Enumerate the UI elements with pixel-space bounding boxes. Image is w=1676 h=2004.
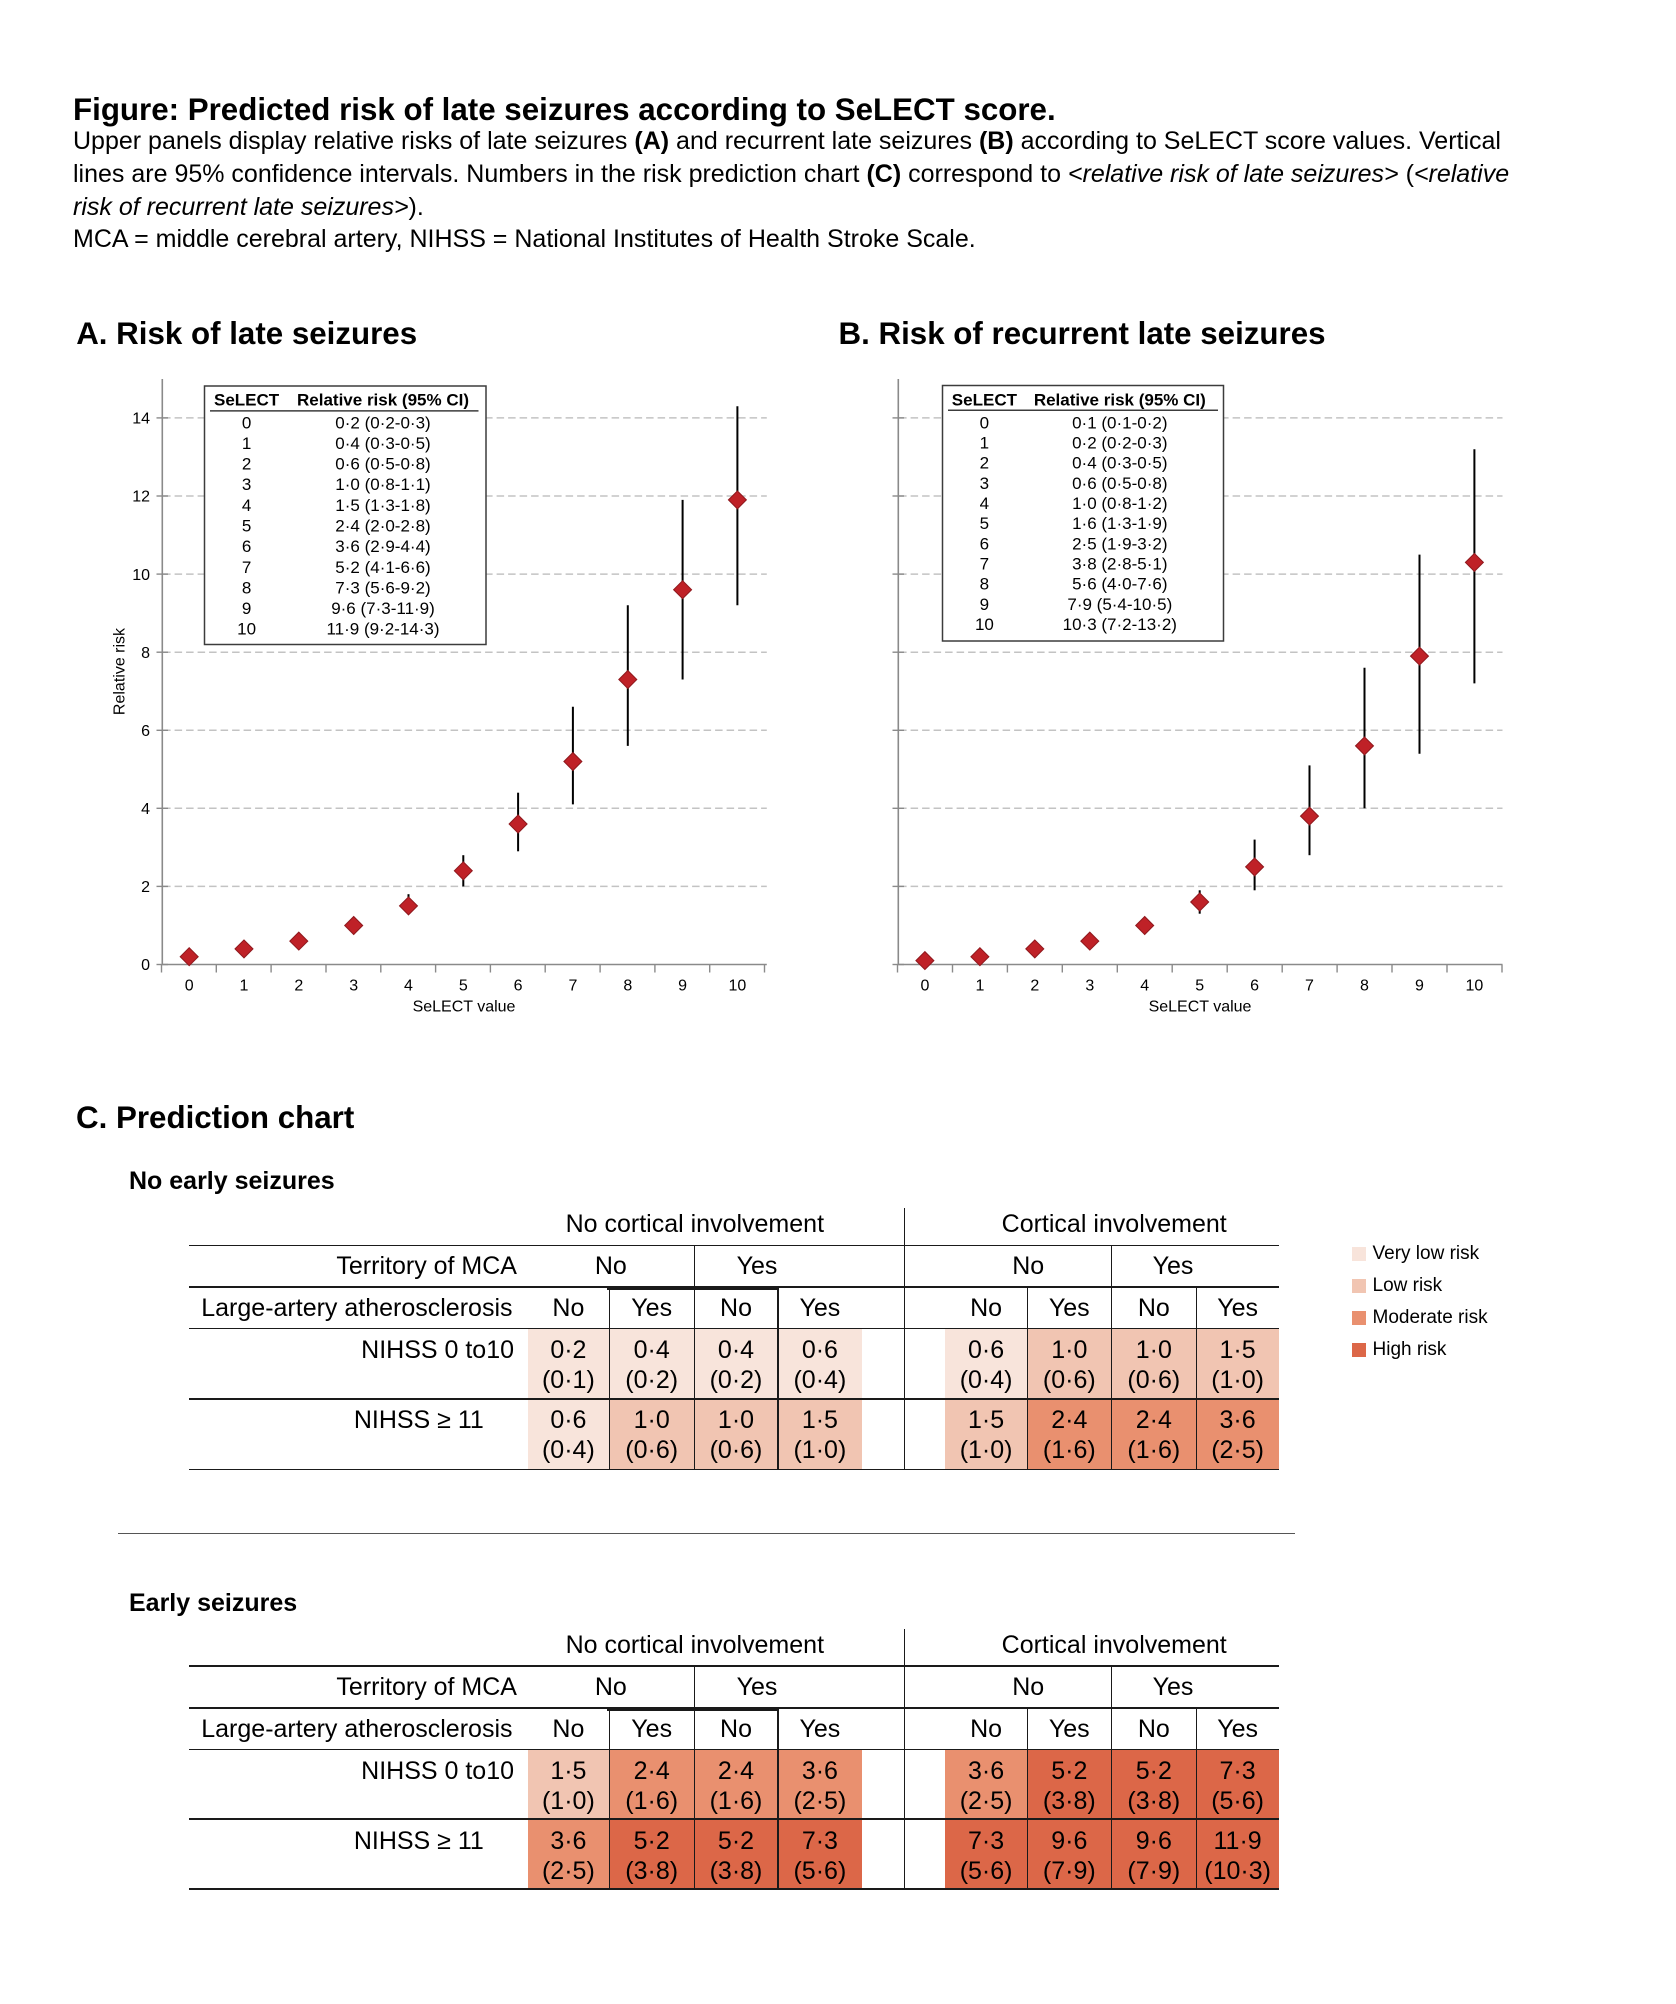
- svg-text:Relative risk: Relative risk: [111, 627, 128, 715]
- svg-text:1: 1: [242, 434, 251, 453]
- svg-text:1: 1: [980, 434, 989, 453]
- svg-text:9: 9: [242, 599, 251, 618]
- svg-text:0·2 (0·2-0·3): 0·2 (0·2-0·3): [335, 413, 430, 432]
- svg-text:3: 3: [1085, 978, 1094, 995]
- svg-text:10: 10: [975, 615, 994, 634]
- svg-text:5: 5: [1195, 978, 1204, 995]
- svg-text:1: 1: [975, 978, 984, 995]
- svg-text:1·0 (0·8-1·1): 1·0 (0·8-1·1): [335, 475, 430, 494]
- svg-text:6: 6: [242, 537, 251, 556]
- svg-text:Relative risk (95% CI): Relative risk (95% CI): [297, 390, 469, 409]
- svg-text:10: 10: [729, 978, 747, 995]
- svg-text:8: 8: [141, 645, 150, 662]
- svg-text:8: 8: [623, 978, 632, 995]
- svg-text:9: 9: [980, 595, 989, 614]
- svg-text:10·3 (7·2-13·2): 10·3 (7·2-13·2): [1063, 615, 1177, 634]
- svg-text:10: 10: [1466, 978, 1484, 995]
- svg-text:3: 3: [349, 978, 358, 995]
- svg-text:6: 6: [141, 723, 150, 740]
- svg-text:0: 0: [980, 413, 989, 432]
- svg-text:SeLECT value: SeLECT value: [413, 998, 516, 1015]
- svg-text:11·9 (9·2-14·3): 11·9 (9·2-14·3): [326, 620, 439, 639]
- svg-text:5·6 (4·0-7·6): 5·6 (4·0-7·6): [1072, 575, 1167, 594]
- svg-text:4: 4: [141, 801, 150, 818]
- svg-text:1·5 (1·3-1·8): 1·5 (1·3-1·8): [335, 496, 430, 515]
- svg-text:5: 5: [242, 517, 251, 536]
- svg-text:4: 4: [242, 496, 251, 515]
- svg-text:5: 5: [980, 514, 989, 533]
- svg-text:7: 7: [980, 554, 989, 573]
- svg-text:SeLECT: SeLECT: [952, 390, 1018, 409]
- svg-text:SeLECT value: SeLECT value: [1149, 998, 1252, 1015]
- svg-text:2·4 (2·0-2·8): 2·4 (2·0-2·8): [335, 517, 430, 536]
- svg-text:SeLECT: SeLECT: [214, 390, 280, 409]
- svg-text:9: 9: [678, 978, 687, 995]
- svg-text:4: 4: [404, 978, 413, 995]
- svg-text:0: 0: [185, 978, 194, 995]
- svg-text:4: 4: [1140, 978, 1149, 995]
- svg-text:6: 6: [1250, 978, 1259, 995]
- svg-text:4: 4: [980, 494, 989, 513]
- svg-text:5·2 (4·1-6·6): 5·2 (4·1-6·6): [335, 558, 430, 577]
- svg-text:7: 7: [242, 558, 251, 577]
- svg-text:0: 0: [242, 413, 251, 432]
- svg-text:2: 2: [980, 454, 989, 473]
- svg-text:0·6 (0·5-0·8): 0·6 (0·5-0·8): [335, 455, 430, 474]
- svg-text:0·4 (0·3-0·5): 0·4 (0·3-0·5): [335, 434, 430, 453]
- svg-text:6: 6: [980, 534, 989, 553]
- svg-text:0·4 (0·3-0·5): 0·4 (0·3-0·5): [1072, 454, 1167, 473]
- svg-text:0: 0: [920, 978, 929, 995]
- svg-text:3: 3: [980, 474, 989, 493]
- svg-text:8: 8: [1360, 978, 1369, 995]
- svg-text:3·8 (2·8-5·1): 3·8 (2·8-5·1): [1072, 554, 1167, 573]
- svg-text:0: 0: [141, 957, 150, 974]
- svg-text:7: 7: [1305, 978, 1314, 995]
- svg-text:2·5 (1·9-3·2): 2·5 (1·9-3·2): [1072, 534, 1167, 553]
- svg-text:2: 2: [1030, 978, 1039, 995]
- svg-text:1: 1: [240, 978, 249, 995]
- svg-text:7: 7: [568, 978, 577, 995]
- svg-text:1·6 (1·3-1·9): 1·6 (1·3-1·9): [1072, 514, 1167, 533]
- svg-text:2: 2: [242, 455, 251, 474]
- svg-text:5: 5: [459, 978, 468, 995]
- svg-text:8: 8: [242, 578, 251, 597]
- svg-text:7·3 (5·6-9·2): 7·3 (5·6-9·2): [335, 578, 430, 597]
- svg-text:12: 12: [132, 489, 150, 506]
- svg-text:0·1 (0·1-0·2): 0·1 (0·1-0·2): [1072, 413, 1167, 432]
- svg-text:7·9 (5·4-10·5): 7·9 (5·4-10·5): [1067, 595, 1172, 614]
- svg-text:Relative risk (95% CI): Relative risk (95% CI): [1034, 390, 1206, 409]
- svg-text:9: 9: [1415, 978, 1424, 995]
- svg-text:2: 2: [294, 978, 303, 995]
- svg-text:6: 6: [514, 978, 523, 995]
- svg-text:14: 14: [132, 411, 150, 428]
- svg-text:3: 3: [242, 475, 251, 494]
- svg-text:10: 10: [237, 620, 256, 639]
- svg-text:8: 8: [980, 575, 989, 594]
- svg-text:2: 2: [141, 879, 150, 896]
- svg-text:3·6 (2·9-4·4): 3·6 (2·9-4·4): [335, 537, 430, 556]
- svg-text:9·6 (7·3-11·9): 9·6 (7·3-11·9): [331, 599, 435, 618]
- svg-text:0·6 (0·5-0·8): 0·6 (0·5-0·8): [1072, 474, 1167, 493]
- svg-text:0·2 (0·2-0·3): 0·2 (0·2-0·3): [1072, 434, 1167, 453]
- svg-text:10: 10: [132, 567, 150, 584]
- svg-text:1·0 (0·8-1·2): 1·0 (0·8-1·2): [1072, 494, 1167, 513]
